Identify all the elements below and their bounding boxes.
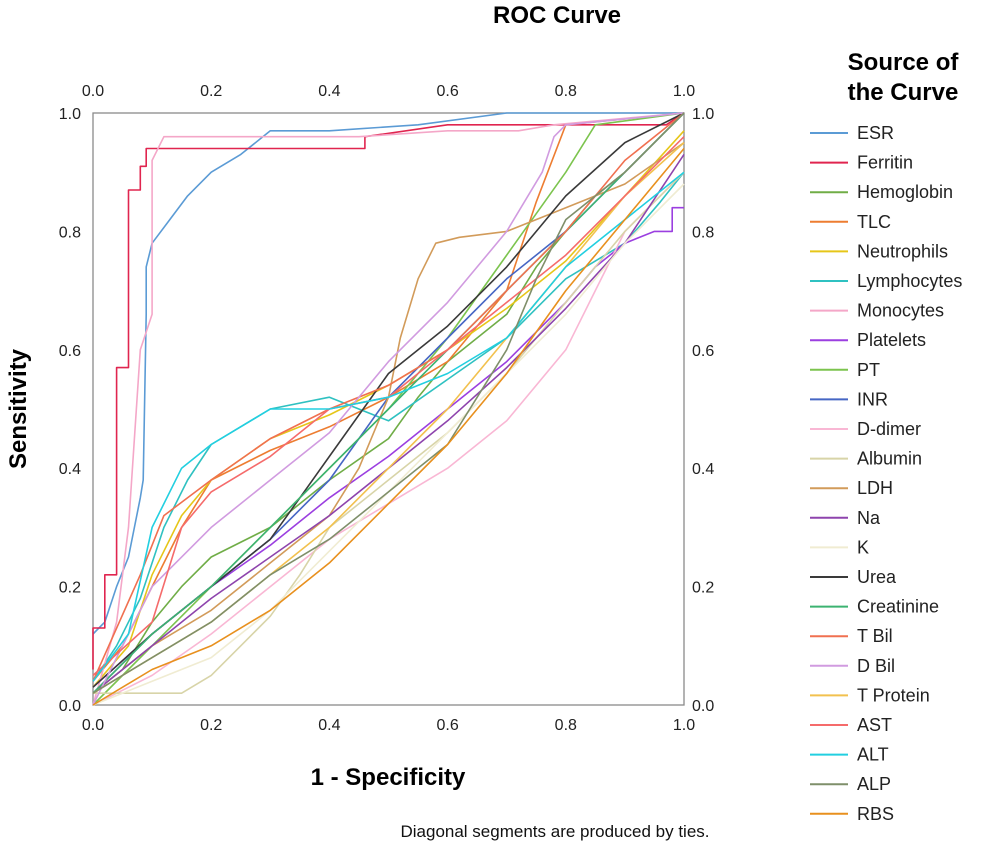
y-tick-left-0: 0.0 bbox=[59, 698, 81, 715]
legend-label-monocytes: Monocytes bbox=[857, 301, 944, 321]
x-tick-bottom-3: 0.6 bbox=[436, 717, 458, 734]
y-tick-right-4: 0.8 bbox=[692, 224, 714, 241]
tick-layer: 0.00.00.20.20.40.40.60.60.80.81.01.00.0 0… bbox=[59, 83, 715, 734]
y-tick-left-5: 1.0 bbox=[59, 106, 81, 123]
y-tick-right-0: 0.0 bbox=[692, 698, 714, 715]
y-tick-right-1: 0.2 bbox=[692, 580, 714, 597]
series-layer bbox=[92, 112, 685, 706]
legend-label-ldh: LDH bbox=[857, 478, 893, 498]
legend-label-rbs: RBS bbox=[857, 804, 894, 824]
x-tick-top-5: 1.0 bbox=[673, 83, 695, 100]
legend-label-lymphocytes: Lymphocytes bbox=[857, 271, 962, 291]
y-tick-right-5: 1.0 bbox=[692, 106, 714, 123]
legend-label-urea: Urea bbox=[857, 567, 897, 587]
x-axis-label: 1 - Specificity bbox=[311, 764, 466, 791]
legend-items: ESR Ferritin Hemoglobin TLC Neutrophils Lymph… bbox=[810, 123, 962, 824]
y-tick-left-4: 0.8 bbox=[59, 224, 81, 241]
legend-label-ferritin: Ferritin bbox=[857, 153, 913, 173]
series-line-rbs bbox=[92, 147, 685, 706]
legend-label-neutrophils: Neutrophils bbox=[857, 241, 948, 261]
legend-label-esr: ESR bbox=[857, 123, 894, 143]
x-tick-top-3: 0.6 bbox=[436, 83, 458, 100]
series-line-ferritin bbox=[92, 112, 685, 670]
plot-area bbox=[92, 112, 685, 706]
y-tick-left-1: 0.2 bbox=[59, 580, 81, 597]
series-line-ldh bbox=[92, 141, 685, 694]
series-line-d-dimer bbox=[92, 171, 685, 706]
legend-label-t-bil: T Bil bbox=[857, 626, 893, 646]
y-tick-left-3: 0.6 bbox=[59, 343, 81, 360]
x-tick-top-1: 0.2 bbox=[200, 83, 222, 100]
legend-label-alt: ALT bbox=[857, 745, 889, 765]
series-line-alt bbox=[92, 171, 685, 682]
y-axis-label: Sensitivity bbox=[5, 348, 32, 469]
legend-label-na: Na bbox=[857, 508, 881, 528]
legend-label-k: K bbox=[857, 537, 869, 557]
x-tick-bottom-0: 0.0 bbox=[82, 717, 104, 734]
series-line-d-bil bbox=[92, 112, 685, 706]
footnote: Diagonal segments are produced by ties. bbox=[400, 822, 709, 841]
y-tick-left-2: 0.4 bbox=[59, 461, 81, 478]
legend-label-albumin: Albumin bbox=[857, 449, 922, 469]
x-tick-top-2: 0.4 bbox=[318, 83, 340, 100]
legend-label-d-bil: D Bil bbox=[857, 656, 895, 676]
legend-label-tlc: TLC bbox=[857, 212, 891, 232]
series-line-platelets bbox=[92, 206, 684, 688]
x-tick-bottom-4: 0.8 bbox=[555, 717, 577, 734]
legend: Source of the Curve ESR Ferritin Hemoglobi… bbox=[810, 49, 962, 824]
legend-title-line-2: the Curve bbox=[848, 79, 959, 106]
series-line-monocytes bbox=[92, 112, 685, 706]
x-tick-top-0: 0.0 bbox=[82, 83, 104, 100]
legend-title-line-1: Source of bbox=[848, 49, 960, 76]
series-line-creatinine bbox=[92, 112, 685, 694]
legend-label-d-dimer: D-dimer bbox=[857, 419, 921, 439]
series-line-neutrophils bbox=[92, 130, 685, 688]
x-tick-top-4: 0.8 bbox=[555, 83, 577, 100]
y-tick-right-2: 0.4 bbox=[692, 461, 714, 478]
chart-title: ROC Curve bbox=[493, 2, 621, 29]
legend-label-t-protein: T Protein bbox=[857, 685, 930, 705]
legend-label-ast: AST bbox=[857, 715, 892, 735]
legend-label-hemoglobin: Hemoglobin bbox=[857, 182, 953, 202]
x-tick-bottom-2: 0.4 bbox=[318, 717, 340, 734]
legend-label-alp: ALP bbox=[857, 774, 891, 794]
legend-label-platelets: Platelets bbox=[857, 330, 926, 350]
x-tick-bottom-1: 0.2 bbox=[200, 717, 222, 734]
legend-label-pt: PT bbox=[857, 360, 880, 380]
legend-label-inr: INR bbox=[857, 389, 888, 409]
x-tick-bottom-5: 1.0 bbox=[673, 717, 695, 734]
y-tick-right-3: 0.6 bbox=[692, 343, 714, 360]
legend-label-creatinine: Creatinine bbox=[857, 597, 939, 617]
